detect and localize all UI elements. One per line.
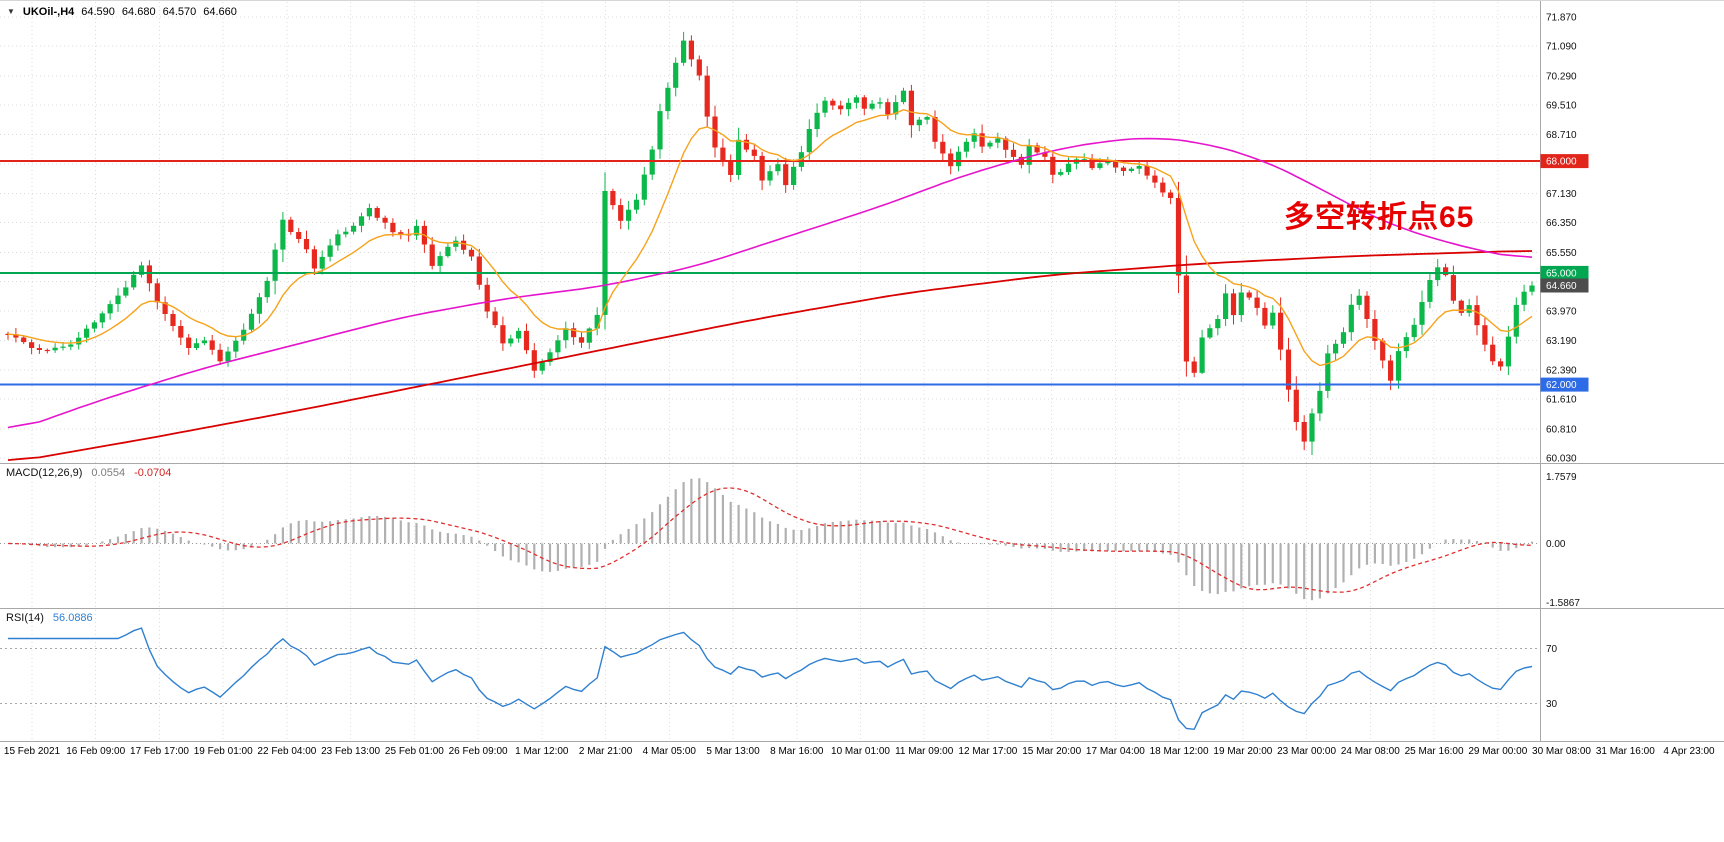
macd-panel[interactable]: 1.7579 0.00 -1.5867 — [0, 472, 1580, 609]
macd-signal-value: -0.0704 — [134, 467, 172, 479]
svg-text:71.090: 71.090 — [1546, 42, 1577, 53]
svg-text:63.970: 63.970 — [1546, 307, 1577, 318]
svg-text:25 Mar 16:00: 25 Mar 16:00 — [1405, 746, 1464, 757]
svg-text:23 Feb 13:00: 23 Feb 13:00 — [321, 746, 380, 757]
price-axis-labels: 71.870 71.090 70.290 69.510 68.710 67.130 66.3… — [1546, 13, 1577, 465]
svg-text:19 Feb 01:00: 19 Feb 01:00 — [194, 746, 253, 757]
candlesticks[interactable] — [5, 31, 1535, 455]
svg-text:10 Mar 01:00: 10 Mar 01:00 — [831, 746, 890, 757]
time-axis-labels: 15 Feb 2021 16 Feb 09:00 17 Feb 17:00 19 Fe… — [4, 746, 1715, 757]
annotation-text[interactable]: 多空转折点65 — [1284, 201, 1475, 234]
ma-lines — [7, 108, 1533, 461]
svg-text:12 Mar 17:00: 12 Mar 17:00 — [958, 746, 1017, 757]
svg-text:62.390: 62.390 — [1546, 366, 1577, 377]
svg-text:29 Mar 00:00: 29 Mar 00:00 — [1468, 746, 1527, 757]
svg-text:0.00: 0.00 — [1546, 539, 1566, 550]
svg-text:25 Feb 01:00: 25 Feb 01:00 — [385, 746, 444, 757]
svg-text:11 Mar 09:00: 11 Mar 09:00 — [895, 746, 954, 757]
svg-text:65.550: 65.550 — [1546, 248, 1577, 259]
svg-text:64.660: 64.660 — [1546, 281, 1577, 292]
svg-text:65.000: 65.000 — [1546, 268, 1577, 279]
macd-main-value: 0.0554 — [91, 467, 126, 479]
svg-text:23 Mar 00:00: 23 Mar 00:00 — [1277, 746, 1336, 757]
svg-text:61.610: 61.610 — [1546, 395, 1577, 406]
price-grid — [0, 16, 1540, 459]
svg-text:19 Mar 20:00: 19 Mar 20:00 — [1213, 746, 1272, 757]
quote-open: 64.590 — [81, 6, 115, 18]
macd-signal-line — [7, 487, 1533, 593]
svg-text:31 Mar 16:00: 31 Mar 16:00 — [1596, 746, 1655, 757]
rsi-value: 56.0886 — [52, 612, 93, 624]
quote-low: 64.570 — [162, 6, 197, 18]
svg-text:68.710: 68.710 — [1546, 130, 1577, 141]
symbol-dropdown-icon[interactable]: ▼ — [7, 7, 15, 16]
svg-text:17 Feb 17:00: 17 Feb 17:00 — [130, 746, 189, 757]
panel-separators[interactable] — [0, 1, 1724, 742]
svg-text:16 Feb 09:00: 16 Feb 09:00 — [66, 746, 125, 757]
svg-text:1 Mar 12:00: 1 Mar 12:00 — [515, 746, 569, 757]
rsi-name: RSI(14) — [6, 612, 44, 624]
svg-text:67.130: 67.130 — [1546, 189, 1577, 200]
svg-text:4 Mar 05:00: 4 Mar 05:00 — [643, 746, 697, 757]
svg-text:22 Feb 04:00: 22 Feb 04:00 — [257, 746, 316, 757]
svg-text:18 Mar 12:00: 18 Mar 12:00 — [1150, 746, 1209, 757]
svg-text:71.870: 71.870 — [1546, 13, 1577, 24]
svg-text:2 Mar 21:00: 2 Mar 21:00 — [579, 746, 633, 757]
ma-medium-line — [7, 137, 1533, 429]
horizontal-price-lines[interactable] — [0, 160, 1540, 386]
svg-text:17 Mar 04:00: 17 Mar 04:00 — [1086, 746, 1145, 757]
rsi-indicator-header: RSI(14) 56.0886 — [6, 612, 93, 624]
quote-close: 64.660 — [203, 6, 237, 18]
svg-text:15 Mar 20:00: 15 Mar 20:00 — [1022, 746, 1081, 757]
svg-text:8 Mar 16:00: 8 Mar 16:00 — [770, 746, 824, 757]
macd-name: MACD(12,26,9) — [6, 467, 83, 479]
macd-indicator-header: MACD(12,26,9) 0.0554 -0.0704 — [6, 467, 171, 479]
svg-text:69.510: 69.510 — [1546, 100, 1577, 111]
svg-text:15 Feb 2021: 15 Feb 2021 — [4, 746, 61, 757]
svg-text:70.290: 70.290 — [1546, 71, 1577, 82]
svg-text:63.190: 63.190 — [1546, 336, 1577, 347]
svg-text:70: 70 — [1546, 644, 1558, 655]
symbol-title: UKOil-,H4 — [22, 6, 75, 18]
svg-text:26 Feb 09:00: 26 Feb 09:00 — [449, 746, 508, 757]
svg-text:-1.5867: -1.5867 — [1546, 598, 1580, 609]
quote-high: 64.680 — [121, 6, 156, 18]
rsi-panel[interactable]: 70 30 — [0, 627, 1558, 731]
svg-text:1.7579: 1.7579 — [1546, 472, 1577, 483]
svg-text:30: 30 — [1546, 699, 1558, 710]
svg-text:60.810: 60.810 — [1546, 424, 1577, 435]
svg-text:66.350: 66.350 — [1546, 218, 1577, 229]
svg-text:62.000: 62.000 — [1546, 380, 1577, 391]
ma-fast-line — [7, 108, 1533, 367]
svg-text:4 Apr 23:00: 4 Apr 23:00 — [1663, 746, 1715, 757]
svg-text:68.000: 68.000 — [1546, 157, 1577, 168]
time-grid — [31, 2, 1499, 741]
price-badges: 68.000 65.000 62.000 64.660 — [1540, 154, 1589, 392]
svg-text:24 Mar 08:00: 24 Mar 08:00 — [1341, 746, 1400, 757]
symbol-ohlc-header: ▼ UKOil-,H4 64.590 64.680 64.570 64.660 — [7, 6, 237, 18]
svg-text:5 Mar 13:00: 5 Mar 13:00 — [706, 746, 760, 757]
ma-slow-line — [7, 250, 1533, 461]
svg-text:60.030: 60.030 — [1546, 454, 1577, 465]
svg-text:30 Mar 08:00: 30 Mar 08:00 — [1532, 746, 1591, 757]
rsi-line — [8, 627, 1533, 731]
